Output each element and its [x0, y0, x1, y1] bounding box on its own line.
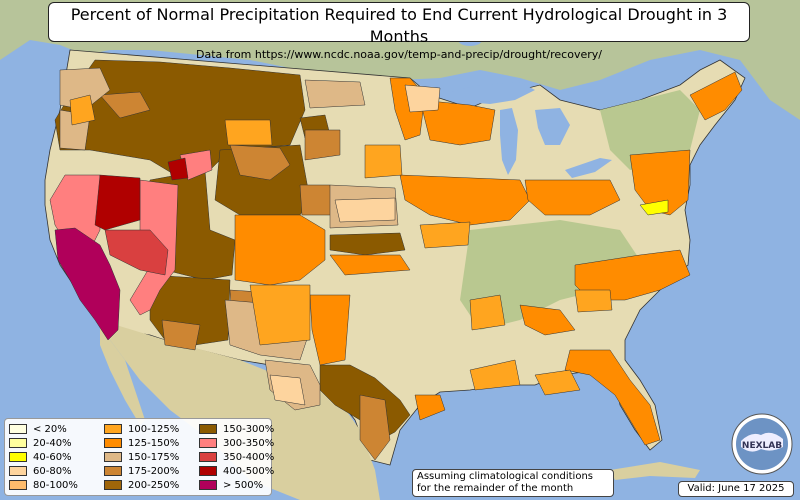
region-40-60 [639, 199, 669, 216]
legend-item: > 500% [199, 478, 277, 492]
region-400-500 [94, 157, 189, 231]
legend-item: 100-125% [104, 422, 199, 436]
legend-label: > 500% [223, 479, 264, 491]
legend-label: 300-350% [223, 437, 275, 449]
legend-item: 400-500% [199, 464, 277, 478]
legend-swatch [9, 480, 27, 490]
legend-swatch [9, 438, 27, 448]
legend-label: 125-150% [128, 437, 180, 449]
legend-swatch [199, 438, 217, 448]
legend-item: 150-300% [199, 422, 277, 436]
note-line-2: for the remainder of the month [417, 483, 574, 494]
mexico-land [100, 320, 380, 500]
legend-item: 60-80% [9, 464, 104, 478]
legend-swatch [9, 452, 27, 462]
lake-erie [565, 158, 612, 178]
title-box: Percent of Normal Precipitation Required… [48, 2, 750, 61]
legend-swatch [199, 424, 217, 434]
legend-label: 60-80% [33, 465, 72, 477]
legend-label: 20-40% [33, 437, 72, 449]
green-east [460, 220, 640, 330]
lake-superior [450, 82, 535, 104]
legend-swatch [9, 466, 27, 476]
nexlab-globe-logo: NEXLAB [731, 413, 793, 475]
legend-label: 350-400% [223, 451, 275, 463]
legend-item: 20-40% [9, 436, 104, 450]
legend-item: < 20% [9, 422, 104, 436]
region-100-125 [69, 94, 613, 396]
map-title: Percent of Normal Precipitation Required… [70, 5, 728, 46]
legend-swatch [104, 452, 122, 462]
legend-label: 150-175% [128, 451, 180, 463]
legend-label: < 20% [33, 423, 67, 435]
legend-swatch [199, 480, 217, 490]
legend-label: 400-500% [223, 465, 275, 477]
climatology-note: Assuming climatological conditions for t… [412, 469, 614, 497]
valid-date: Valid: June 17 2025 [678, 481, 794, 497]
map-subtitle: Data from https://www.ncdc.noaa.gov/temp… [196, 48, 602, 61]
legend-item: 175-200% [104, 464, 199, 478]
legend-item: 350-400% [199, 450, 277, 464]
legend-item: 125-150% [104, 436, 199, 450]
legend-label: 100-125% [128, 423, 180, 435]
green-northeast [600, 90, 700, 170]
legend-label: 200-250% [128, 479, 180, 491]
legend-swatch [199, 452, 217, 462]
legend-swatch [104, 438, 122, 448]
note-line-1: Assuming climatological conditions [417, 471, 593, 482]
legend-swatch [9, 424, 27, 434]
legend-label: 175-200% [128, 465, 180, 477]
lake-huron [535, 108, 570, 145]
region-60-80 [269, 84, 441, 406]
baja-land [100, 320, 145, 425]
legend-label: 150-300% [223, 423, 275, 435]
legend-item: 80-100% [9, 478, 104, 492]
legend: < 20% 20-40% 40-60% 60-80% 80-100% 100-125% 12… [4, 418, 274, 496]
legend-item: 150-175% [104, 450, 199, 464]
legend-item: 40-60% [9, 450, 104, 464]
legend-swatch [199, 466, 217, 476]
cuba-land [610, 462, 700, 480]
logo-text: NEXLAB [742, 441, 782, 451]
region-350-400 [104, 229, 169, 276]
legend-item: 300-350% [199, 436, 277, 450]
legend-label: 40-60% [33, 451, 72, 463]
legend-swatch [104, 480, 122, 490]
legend-swatch [104, 466, 122, 476]
legend-item: 200-250% [104, 478, 199, 492]
legend-swatch [104, 424, 122, 434]
lake-michigan [500, 108, 518, 175]
region-over-500 [54, 227, 121, 341]
legend-label: 80-100% [33, 479, 78, 491]
